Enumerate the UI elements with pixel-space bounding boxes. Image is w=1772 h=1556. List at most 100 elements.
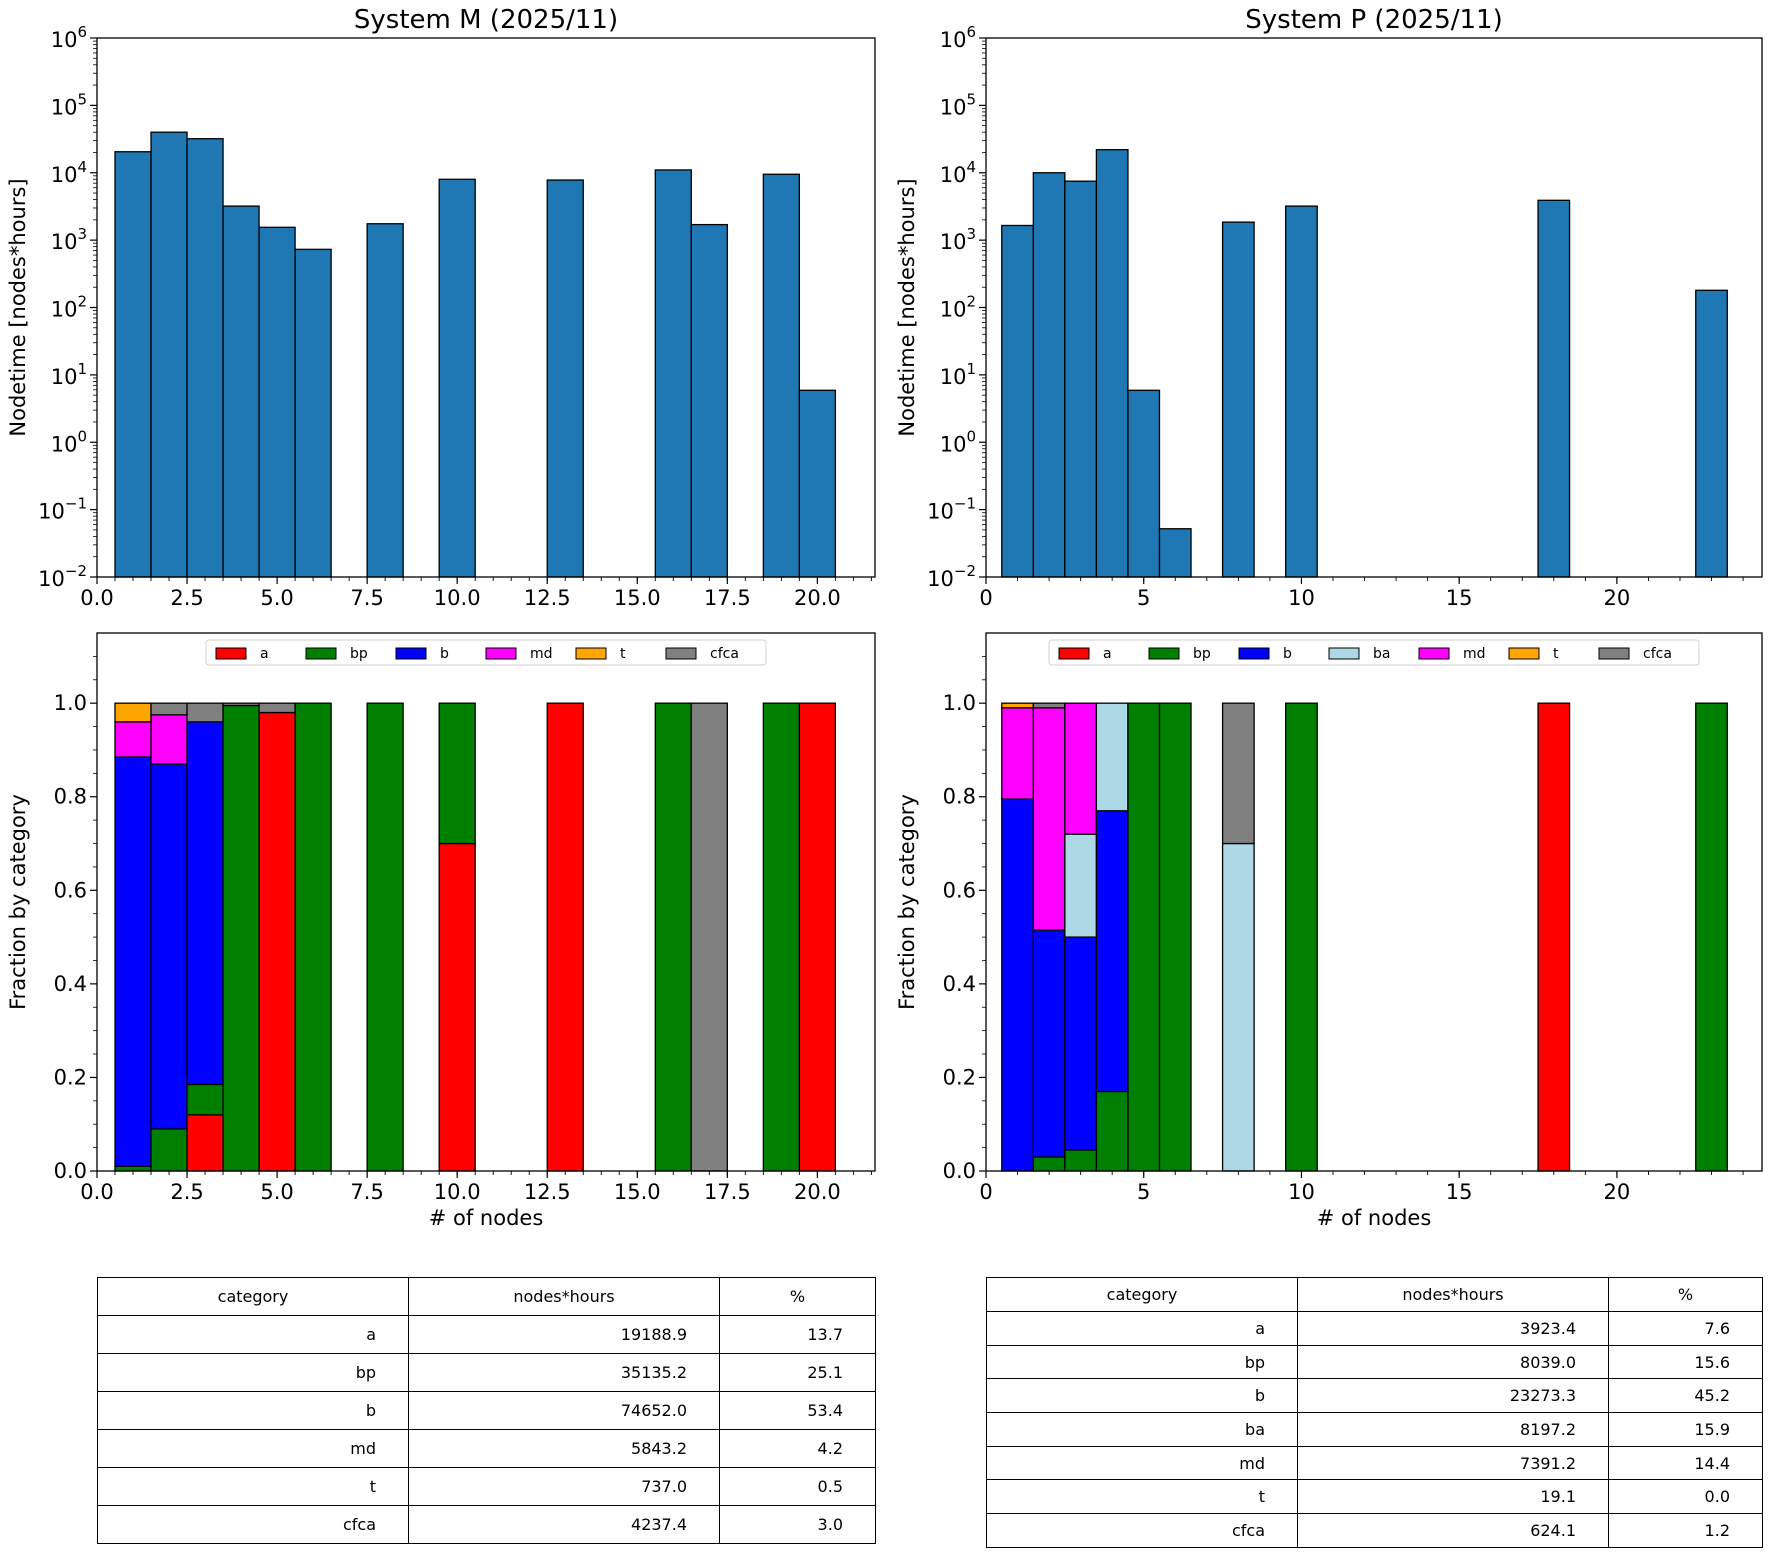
table-row: t 19.1 0.0 <box>986 1479 1763 1515</box>
x-tick-label: 5.0 <box>260 586 293 610</box>
bar <box>150 131 188 578</box>
y-axis-label: Fraction by category <box>6 794 30 1010</box>
table-row: cfca 624.1 1.2 <box>986 1513 1763 1548</box>
bar-segment-bp <box>186 1083 224 1116</box>
axes-frame <box>985 632 1763 1172</box>
bar-segment-b <box>1032 929 1066 1158</box>
y-tick-base: 10 <box>38 500 65 524</box>
cell-category: a <box>986 1311 1298 1346</box>
cell-percent: 7.6 <box>1608 1311 1763 1346</box>
x-tick-label: 2.5 <box>170 1180 203 1204</box>
table-row: b 74652.0 53.4 <box>97 1391 876 1430</box>
x-tick-label: 15.0 <box>614 586 661 610</box>
y-tick-label: 101 <box>940 360 976 389</box>
legend-swatch-md <box>1418 647 1450 660</box>
bar-segment-ba <box>1095 702 1129 812</box>
bar-segment-bp <box>762 702 801 1172</box>
bar-segment-md <box>150 714 188 765</box>
cell-percent: 0.5 <box>719 1467 876 1506</box>
y-tick-exponent: 3 <box>966 225 976 243</box>
cell-nodes-hours: 23273.3 <box>1297 1378 1609 1414</box>
legend-label-a: a <box>1103 646 1112 662</box>
table-row: md 5843.2 4.2 <box>97 1429 876 1468</box>
y-tick-label: 0.8 <box>54 785 87 809</box>
bar <box>546 179 584 578</box>
y-tick-exponent: −2 <box>65 562 87 580</box>
bar <box>1537 199 1571 578</box>
legend-swatch-ba <box>1328 647 1360 660</box>
cell-category: cfca <box>97 1505 409 1544</box>
bar-segment-a <box>798 702 837 1172</box>
bar <box>294 248 332 578</box>
cell-category: bp <box>97 1353 409 1392</box>
y-tick-label: 104 <box>940 158 976 187</box>
cell-nodes-hours: 3923.4 <box>1297 1311 1609 1346</box>
bar <box>798 389 837 578</box>
chart-top-left: 0.0 2.5 5.0 7.5 10.0 12.5 15.0 17.5 20.010−210−1… <box>6 5 876 610</box>
bar-segment-a <box>1537 702 1571 1172</box>
y-tick-base: 10 <box>940 28 967 52</box>
cell-nodes-hours: 624.1 <box>1297 1513 1609 1548</box>
y-tick-label: 0.4 <box>54 972 87 996</box>
y-tick-exponent: 2 <box>966 293 976 311</box>
legend-label-bp: bp <box>1193 646 1211 662</box>
bar-segment-bp <box>366 702 404 1172</box>
bar <box>222 205 260 578</box>
x-tick-label: 5 <box>1137 1180 1150 1204</box>
x-tick-label: 7.5 <box>350 1180 383 1204</box>
cell-nodes-hours: 74652.0 <box>408 1391 720 1430</box>
y-tick-label: 103 <box>51 225 87 254</box>
cell-percent: 53.4 <box>719 1391 876 1430</box>
x-tick-label: 17.5 <box>704 1180 751 1204</box>
bar <box>1095 149 1129 578</box>
cell-nodes-hours: 8197.2 <box>1297 1412 1609 1447</box>
x-tick-label: 20.0 <box>794 586 841 610</box>
x-tick-label: 10 <box>1288 586 1315 610</box>
x-tick-label: 12.5 <box>524 1180 571 1204</box>
y-tick-exponent: 1 <box>966 360 976 378</box>
legend-swatch-t <box>575 647 607 660</box>
y-tick-label: 105 <box>51 90 87 119</box>
y-tick-exponent: 1 <box>77 360 87 378</box>
bar-segment-md <box>1001 707 1034 800</box>
y-tick-label: 102 <box>51 293 87 322</box>
cell-category: bp <box>986 1344 1298 1380</box>
bar <box>1064 180 1098 578</box>
bar-segment-bp <box>294 702 332 1172</box>
y-tick-label: 0.2 <box>54 1065 87 1089</box>
table-row: bp 8039.0 15.6 <box>986 1344 1763 1380</box>
y-tick-exponent: 4 <box>966 158 976 176</box>
y-tick-label: 10−2 <box>927 562 976 591</box>
y-tick-label: 0.0 <box>54 1159 87 1183</box>
header-nodes-hours: nodes*hours <box>1297 1277 1609 1312</box>
y-tick-label: 106 <box>51 23 87 52</box>
y-tick-base: 10 <box>940 432 967 456</box>
x-tick-label: 10 <box>1288 1180 1315 1204</box>
legend-label-t: t <box>1553 646 1559 662</box>
y-tick-base: 10 <box>940 163 967 187</box>
table-row: md 7391.2 14.4 <box>986 1445 1763 1481</box>
bar-segment-md <box>114 721 152 758</box>
bar <box>1001 224 1034 578</box>
x-tick-label: 15.0 <box>614 1180 661 1204</box>
bar-segment-a <box>438 842 476 1172</box>
chart-middle-left: 0.0 2.5 5.0 7.5 10.0 12.5 15.0 17.5 20.0 0.0 0.2 0.… <box>6 632 876 1230</box>
bar-segment-bp <box>1127 702 1161 1172</box>
y-tick-base: 10 <box>51 298 78 322</box>
cell-category: md <box>97 1429 409 1468</box>
bar <box>366 223 404 578</box>
y-tick-exponent: 4 <box>77 158 87 176</box>
bar <box>1695 289 1728 578</box>
y-tick-exponent: 2 <box>77 293 87 311</box>
y-tick-exponent: −2 <box>954 562 976 580</box>
y-tick-base: 10 <box>51 28 78 52</box>
x-tick-label: 10.0 <box>434 586 481 610</box>
cell-nodes-hours: 8039.0 <box>1297 1344 1609 1380</box>
chart-title: System M (2025/11) <box>354 5 618 35</box>
y-tick-base: 10 <box>51 230 78 254</box>
cell-percent: 14.4 <box>1608 1445 1763 1481</box>
cell-category: t <box>97 1467 409 1506</box>
table-row: a 19188.9 13.7 <box>97 1315 876 1354</box>
y-tick-label: 10−1 <box>927 495 976 524</box>
